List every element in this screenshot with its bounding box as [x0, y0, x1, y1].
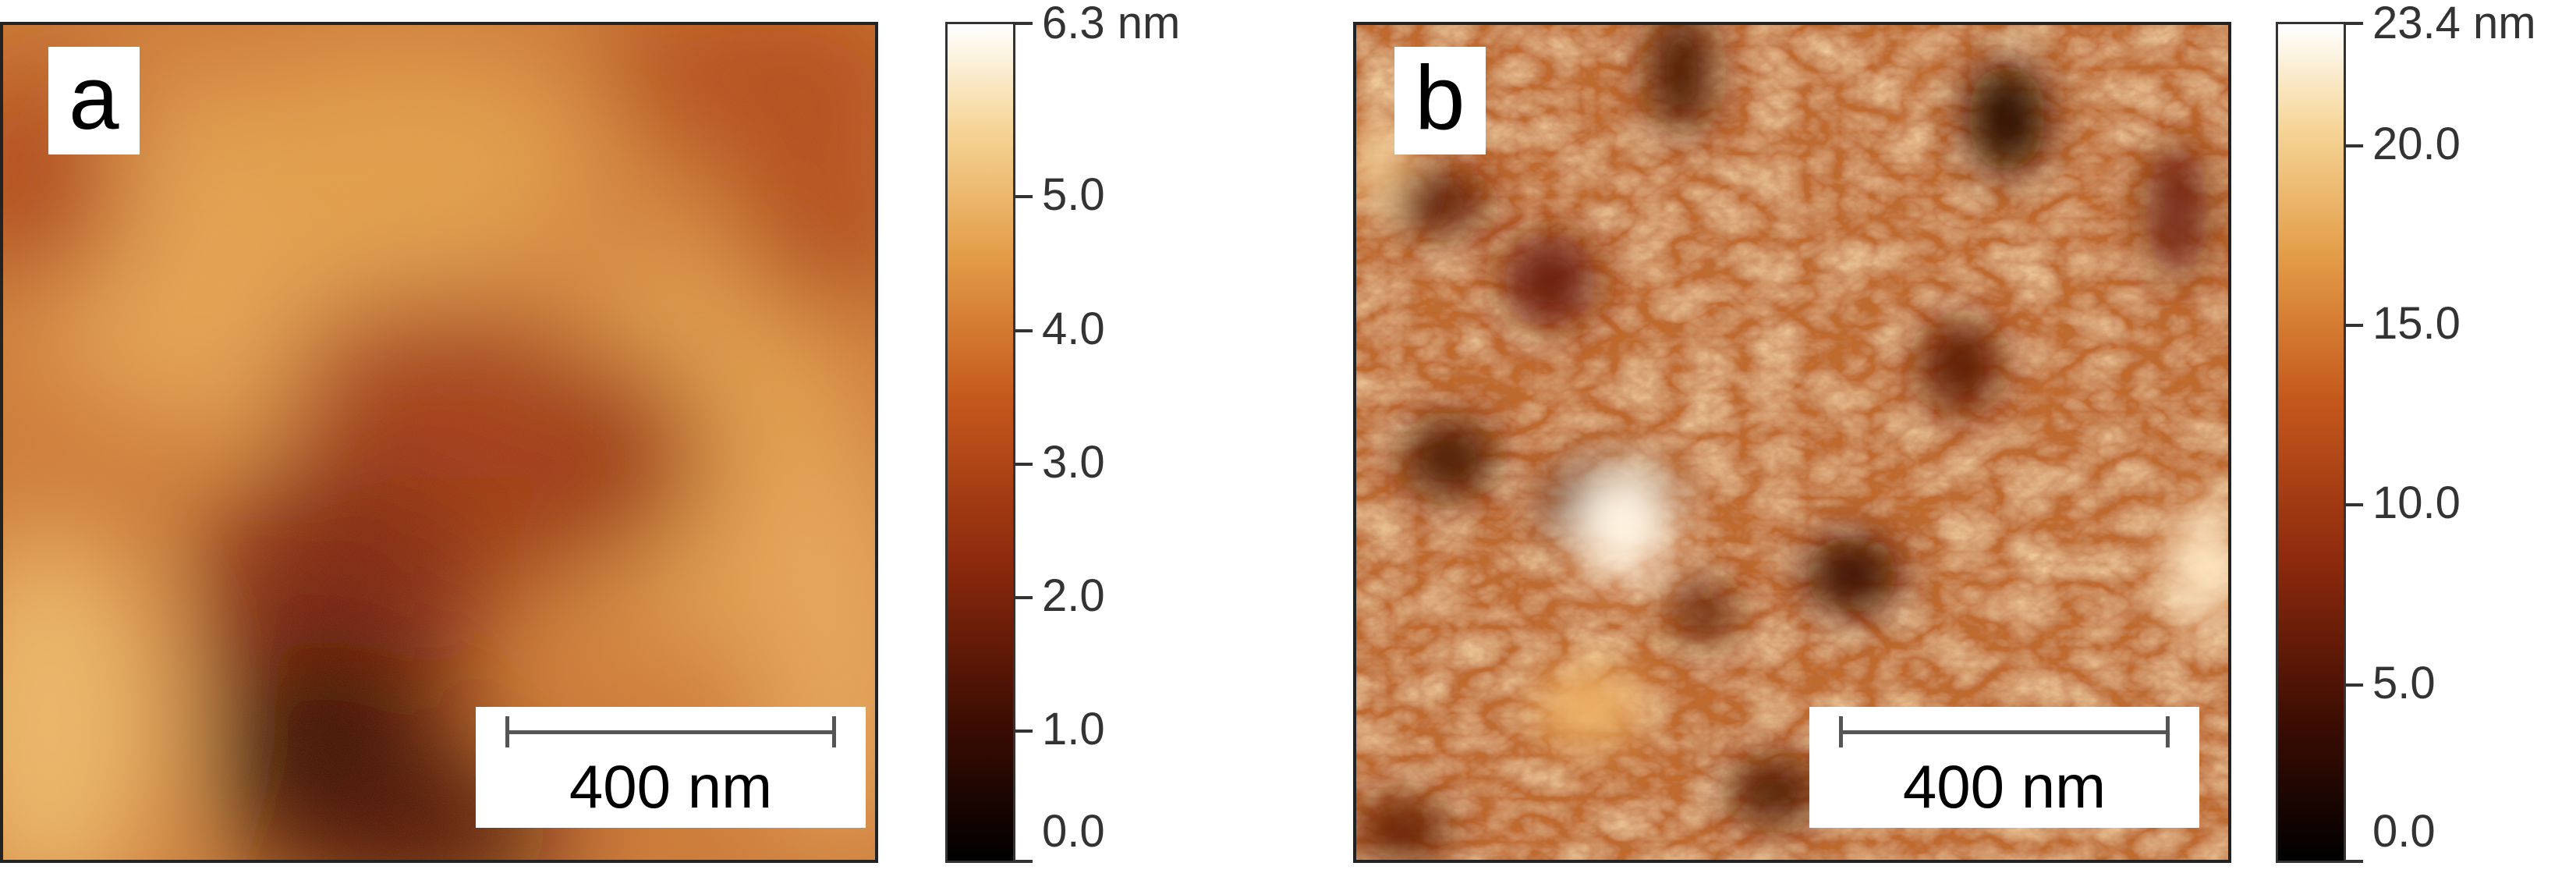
scale-bar-line-b	[1839, 716, 2170, 747]
colorbar-ticks-b: 23.4 nm 0.0 5.0 10.0 15.0 20.0	[2346, 0, 2572, 863]
colorbar-tick-a	[1015, 860, 1033, 863]
colorbar-tick-label-a: 2.0	[1042, 570, 1105, 621]
colorbar-tick-b	[2346, 683, 2363, 687]
colorbar-tick-label-b: 20.0	[2372, 118, 2461, 169]
colorbar-a	[945, 22, 1015, 863]
afm-topography-a-graphic	[3, 25, 875, 860]
colorbar-tick-a	[1015, 729, 1033, 733]
colorbar-tick-a	[1015, 195, 1033, 199]
afm-image-a	[0, 22, 878, 863]
scale-bar-b: 400 nm	[1809, 707, 2199, 828]
colorbar-b	[2276, 22, 2346, 863]
colorbar-tick-b	[2346, 860, 2363, 863]
scale-bar-line-a	[505, 716, 836, 747]
afm-panel-b: b 400 nm 23.4 nm 0.0 5.0 10.0 15.0 20.0	[1318, 0, 2576, 884]
colorbar-tick-a	[1015, 462, 1033, 466]
colorbar-tick-label-a: 4.0	[1042, 303, 1105, 354]
colorbar-max-tick-b	[2346, 22, 2363, 25]
panel-label-a: a	[48, 47, 140, 154]
colorbar-tick-a	[1015, 328, 1033, 332]
colorbar-tick-b	[2346, 323, 2363, 327]
colorbar-tick-label-a: 1.0	[1042, 703, 1105, 754]
colorbar-tick-label-b: 10.0	[2372, 478, 2461, 529]
colorbar-tick-label-b: 5.0	[2372, 657, 2436, 708]
colorbar-tick-label-a: 5.0	[1042, 169, 1105, 221]
scale-bar-a: 400 nm	[476, 707, 866, 828]
colorbar-tick-b	[2346, 503, 2363, 507]
panel-label-b: b	[1394, 47, 1486, 154]
colorbar-tick-label-a: 3.0	[1042, 436, 1105, 488]
colorbar-ticks-a: 6.3 nm 0.0 1.0 2.0 3.0 4.0 5.0	[1015, 0, 1249, 863]
colorbar-tick-b	[2346, 144, 2363, 147]
colorbar-tick-a	[1015, 595, 1033, 599]
colorbar-max-tick-a	[1015, 22, 1033, 25]
scale-bar-label-a: 400 nm	[569, 752, 773, 821]
colorbar-tick-label-b: 15.0	[2372, 297, 2461, 349]
colorbar-max-label-b: 23.4 nm	[2372, 0, 2536, 48]
colorbar-tick-label-a: 0.0	[1042, 806, 1105, 857]
colorbar-gradient-b	[2278, 24, 2344, 861]
afm-panel-a: a 400 nm 6.3 nm 0.0 1.0 2.0 3.0 4.0 5.0	[0, 0, 1287, 884]
colorbar-gradient-a	[948, 24, 1013, 861]
colorbar-max-label-a: 6.3 nm	[1042, 0, 1181, 48]
colorbar-tick-label-b: 0.0	[2372, 806, 2436, 857]
scale-bar-label-b: 400 nm	[1902, 752, 2107, 821]
